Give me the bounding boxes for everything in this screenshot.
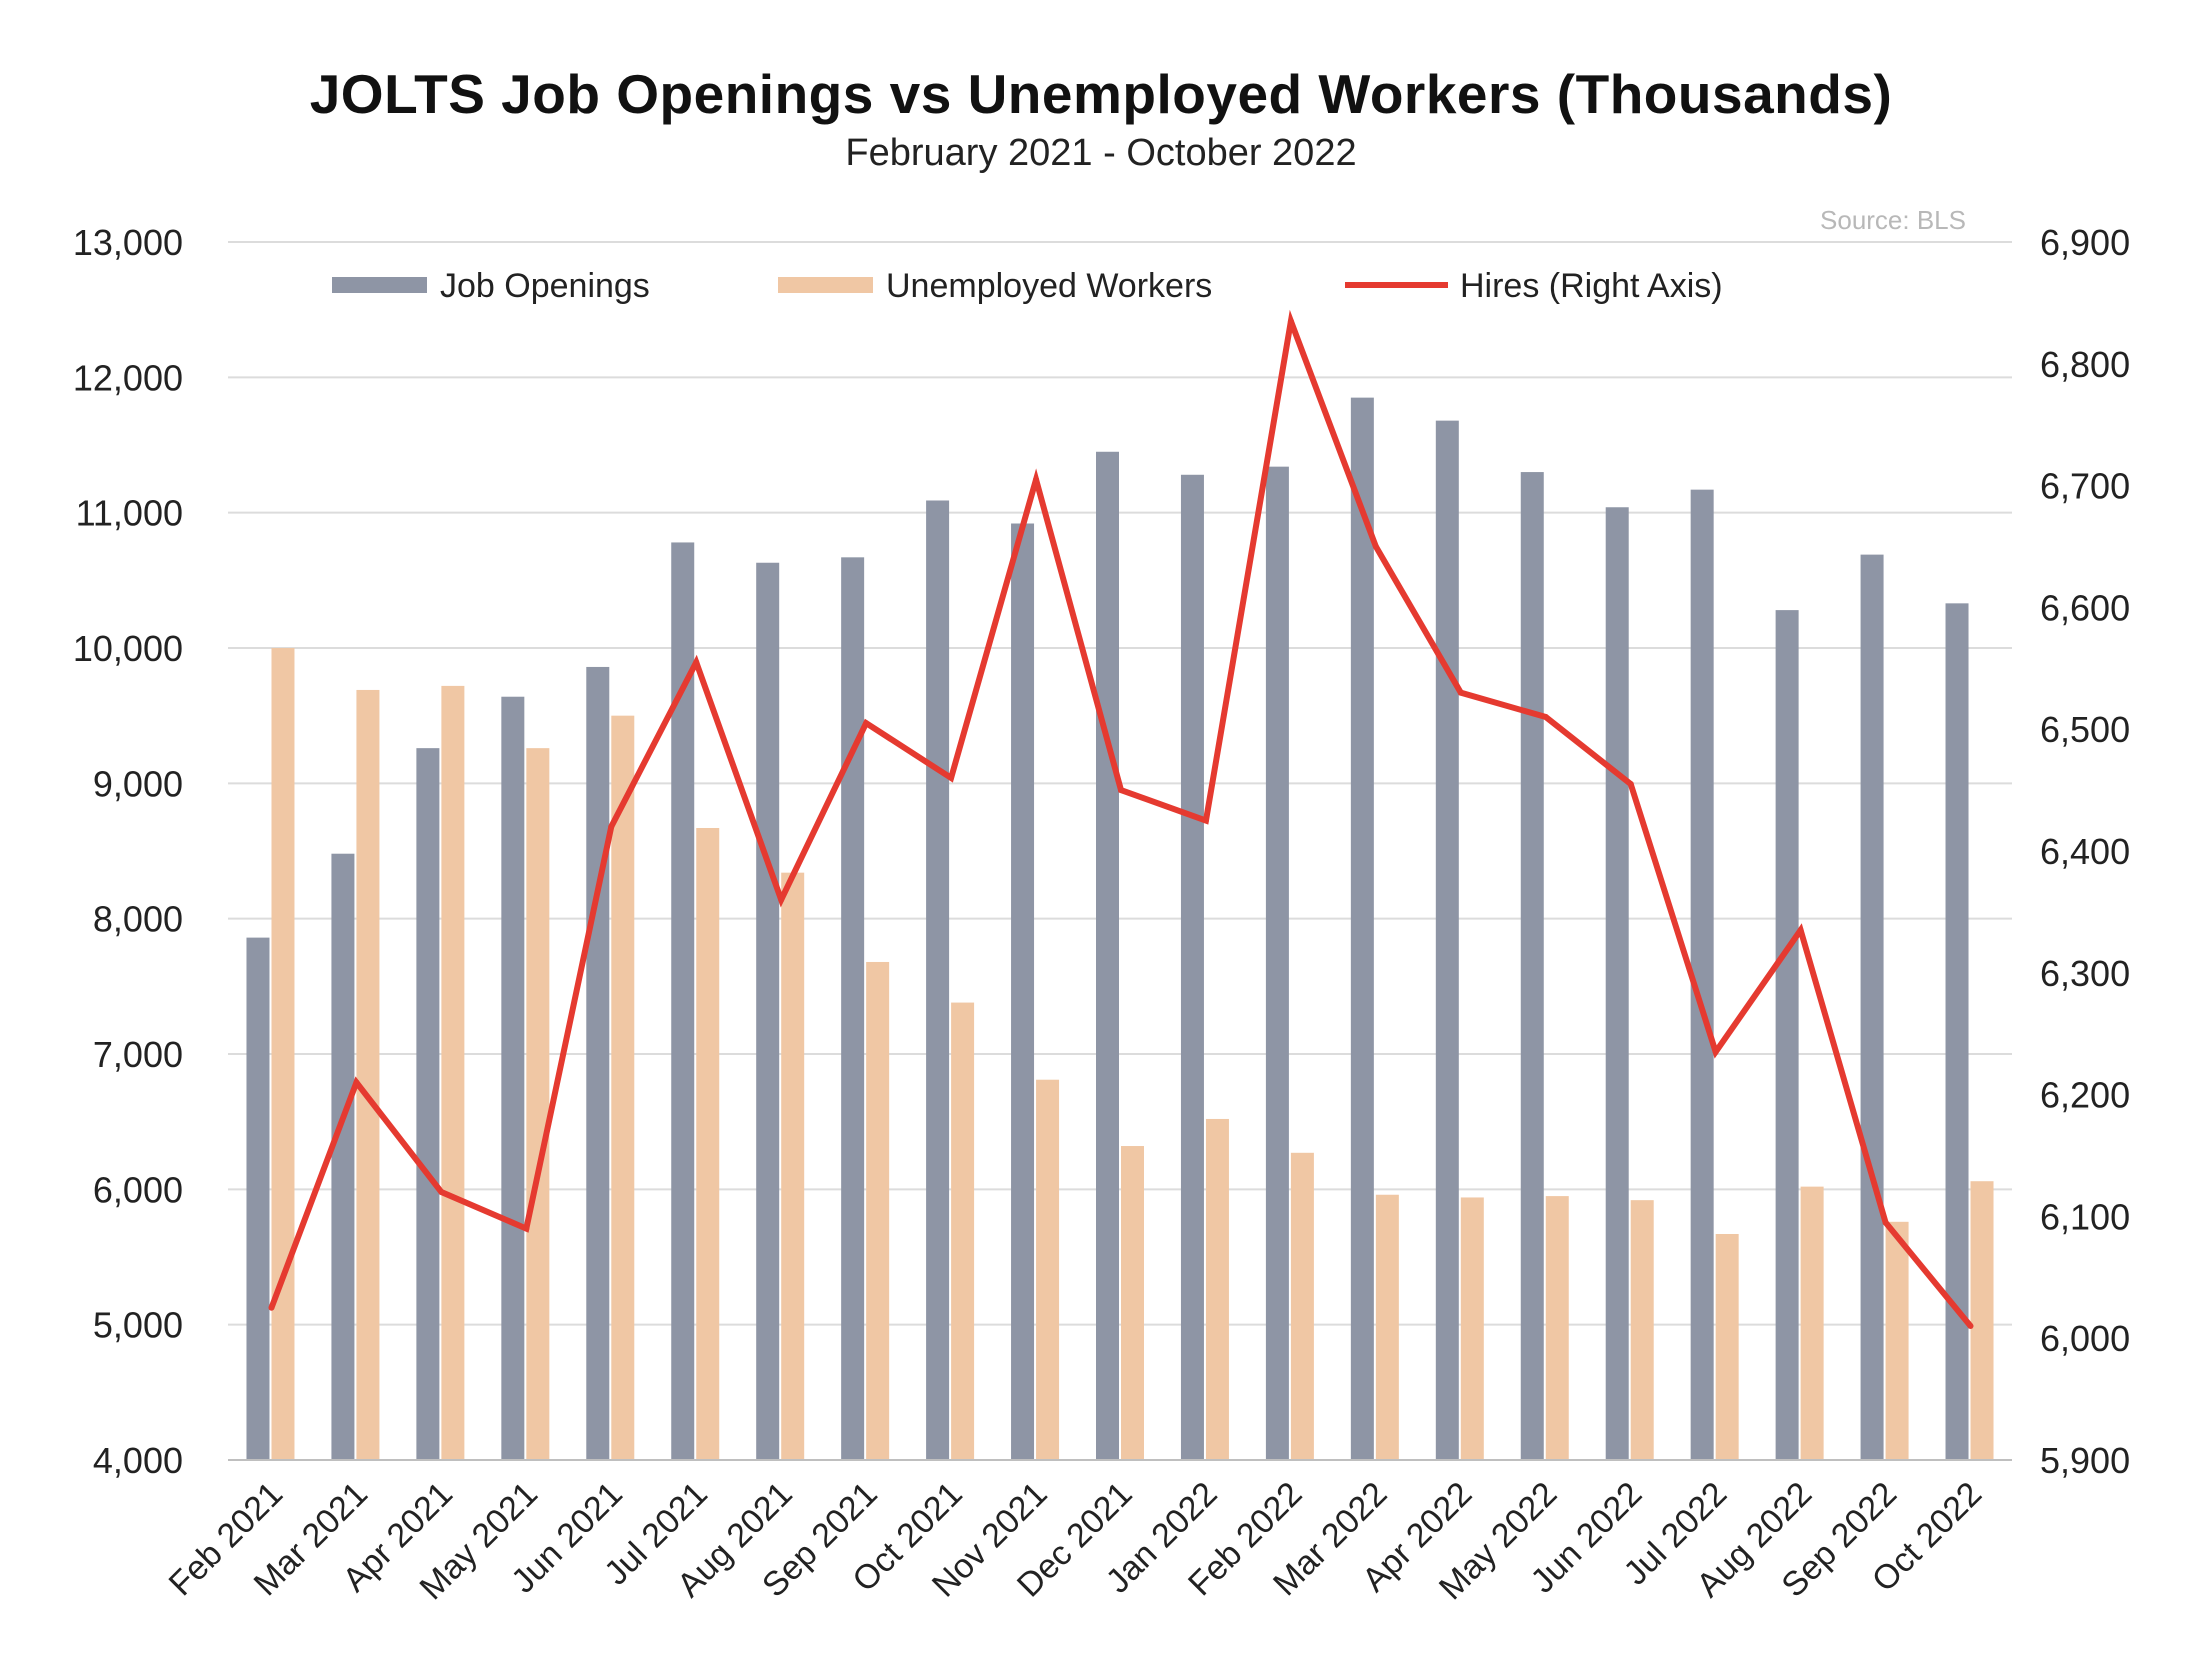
hires-point bbox=[1627, 781, 1634, 788]
hires-point bbox=[948, 774, 955, 781]
y-left-tick-label: 7,000 bbox=[93, 1034, 183, 1075]
bar-unemployed-workers bbox=[1375, 1194, 1399, 1460]
y-left-tick-label: 8,000 bbox=[93, 899, 183, 940]
y-left-tick-label: 10,000 bbox=[73, 628, 183, 669]
hires-point bbox=[523, 1225, 530, 1232]
hires-point bbox=[778, 896, 785, 903]
y-left-tick-label: 11,000 bbox=[76, 493, 183, 534]
hires-point bbox=[1882, 1219, 1889, 1226]
bar-unemployed-workers bbox=[271, 648, 295, 1460]
bar-job-openings bbox=[1180, 474, 1204, 1461]
hires-point bbox=[268, 1304, 275, 1311]
bar-unemployed-workers bbox=[1715, 1233, 1739, 1460]
y-right-tick-label: 6,500 bbox=[2040, 709, 2130, 750]
legend-swatch-unemployed-workers bbox=[778, 277, 873, 293]
bar-unemployed-workers bbox=[866, 961, 890, 1460]
bar-job-openings bbox=[1945, 603, 1969, 1460]
bar-unemployed-workers bbox=[1121, 1146, 1144, 1460]
bar-job-openings bbox=[331, 853, 355, 1460]
y-right-tick-label: 6,300 bbox=[2040, 953, 2130, 994]
bar-job-openings bbox=[1265, 466, 1289, 1460]
y-left-tick-label: 5,000 bbox=[93, 1305, 183, 1346]
bar-job-openings bbox=[1860, 554, 1884, 1460]
bar-job-openings bbox=[586, 666, 610, 1460]
hires-point bbox=[1797, 927, 1804, 934]
bar-job-openings bbox=[671, 542, 695, 1460]
y-left-tick-label: 12,000 bbox=[73, 357, 183, 398]
bar-job-openings bbox=[1435, 420, 1459, 1460]
hires-point bbox=[608, 823, 615, 830]
hires-point bbox=[1967, 1323, 1974, 1330]
hires-point bbox=[693, 659, 700, 666]
y-left-tick-label: 9,000 bbox=[93, 763, 183, 804]
bar-job-openings bbox=[756, 562, 780, 1460]
bar-job-openings bbox=[1096, 451, 1119, 1460]
hires-point bbox=[1287, 318, 1294, 325]
bar-unemployed-workers bbox=[1205, 1118, 1229, 1460]
bar-job-openings bbox=[501, 696, 525, 1460]
y-left-tick-label: 6,000 bbox=[93, 1169, 183, 1210]
bar-job-openings bbox=[1011, 523, 1035, 1460]
y-right-tick-label: 6,400 bbox=[2040, 831, 2130, 872]
bar-unemployed-workers bbox=[1970, 1181, 1994, 1460]
bar-unemployed-workers bbox=[696, 827, 720, 1460]
y-right-tick-label: 6,200 bbox=[2040, 1075, 2130, 1116]
hires-point bbox=[1457, 689, 1464, 696]
bar-job-openings bbox=[841, 557, 865, 1460]
bar-unemployed-workers bbox=[356, 689, 380, 1460]
y-left-tick-label: 4,000 bbox=[93, 1440, 183, 1481]
bar-marks bbox=[246, 397, 1994, 1461]
hires-line bbox=[268, 309, 1974, 1330]
bar-unemployed-workers bbox=[781, 872, 805, 1460]
bar-unemployed-workers bbox=[1800, 1186, 1824, 1460]
bar-unemployed-workers bbox=[1290, 1152, 1314, 1460]
source-note: Source: BLS bbox=[1820, 205, 1966, 235]
chart-subtitle: February 2021 - October 2022 bbox=[845, 132, 1357, 174]
y-right-tick-label: 6,800 bbox=[2040, 344, 2130, 385]
legend-swatch-job-openings bbox=[332, 277, 427, 293]
bar-unemployed-workers bbox=[1036, 1079, 1060, 1460]
bar-job-openings bbox=[1605, 507, 1629, 1461]
bar-job-openings bbox=[1350, 397, 1374, 1461]
bar-unemployed-workers bbox=[951, 1002, 975, 1460]
hires-point bbox=[438, 1189, 445, 1196]
hires-point bbox=[1033, 476, 1040, 483]
y-right-tick-label: 6,100 bbox=[2040, 1196, 2130, 1237]
bar-unemployed-workers bbox=[1630, 1200, 1654, 1460]
bar-job-openings bbox=[416, 748, 440, 1460]
y-left-tick-label: 13,000 bbox=[73, 222, 183, 263]
y-right-tick-label: 5,900 bbox=[2040, 1440, 2130, 1481]
bar-unemployed-workers bbox=[611, 715, 635, 1460]
legend: Job Openings Unemployed Workers Hires (Rig… bbox=[332, 267, 1723, 305]
bar-job-openings bbox=[1520, 472, 1544, 1461]
y-right-tick-label: 6,000 bbox=[2040, 1318, 2130, 1359]
bar-unemployed-workers bbox=[1545, 1196, 1569, 1460]
bar-job-openings bbox=[926, 500, 950, 1460]
hires-point bbox=[1372, 543, 1379, 550]
y-right-tick-label: 6,700 bbox=[2040, 466, 2130, 507]
hires-point bbox=[353, 1079, 360, 1086]
hires-point bbox=[1118, 787, 1124, 794]
bar-unemployed-workers bbox=[441, 685, 465, 1460]
legend-label-job-openings: Job Openings bbox=[440, 267, 650, 305]
hires-point bbox=[1712, 1048, 1719, 1055]
hires-point bbox=[863, 720, 870, 727]
hires-point bbox=[1542, 714, 1549, 721]
bar-unemployed-workers bbox=[1460, 1197, 1484, 1460]
y-right-tick-label: 6,900 bbox=[2040, 222, 2130, 263]
bar-job-openings bbox=[246, 937, 270, 1460]
bar-unemployed-workers bbox=[526, 748, 550, 1460]
bar-job-openings bbox=[1690, 489, 1714, 1460]
bar-unemployed-workers bbox=[1885, 1221, 1909, 1460]
legend-label-unemployed-workers: Unemployed Workers bbox=[886, 267, 1212, 305]
chart-title: JOLTS Job Openings vs Unemployed Workers… bbox=[309, 63, 1893, 125]
gridlines bbox=[228, 241, 2012, 1326]
y-right-tick-label: 6,600 bbox=[2040, 587, 2130, 628]
hires-point bbox=[1202, 817, 1209, 824]
bar-job-openings bbox=[1775, 610, 1799, 1460]
legend-label-hires: Hires (Right Axis) bbox=[1460, 267, 1723, 305]
